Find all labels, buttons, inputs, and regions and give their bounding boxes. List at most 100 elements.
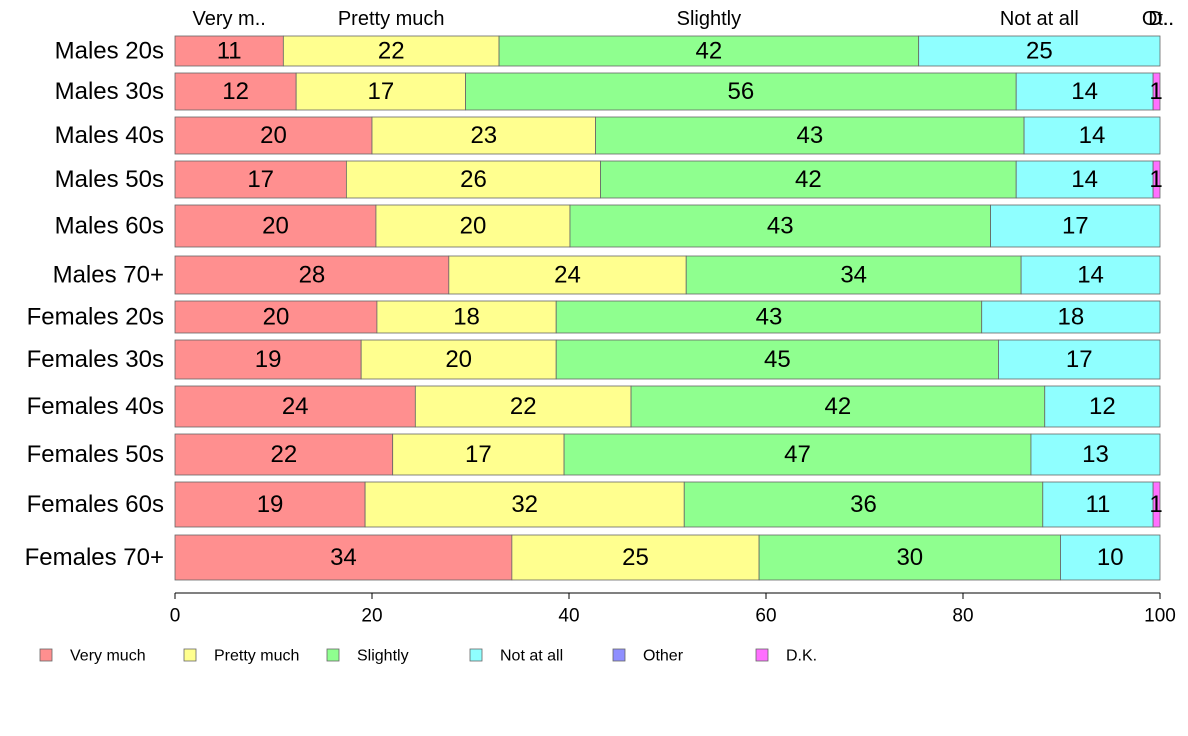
value-label: 17 — [368, 78, 395, 105]
segment-header-label: D.. — [1148, 8, 1174, 30]
value-label: 12 — [1089, 393, 1116, 420]
value-label: 23 — [470, 122, 497, 149]
value-label: 34 — [330, 544, 357, 571]
value-label: 14 — [1071, 166, 1098, 193]
bar-segment — [1020, 255, 1161, 295]
category-label: Females 30s — [27, 346, 164, 373]
bar-segment — [376, 300, 557, 334]
bar-row: Females 40s 24 22 42 12 — [27, 385, 1161, 428]
bar-segment — [465, 72, 1017, 111]
bar-segment — [174, 204, 377, 248]
value-label: 14 — [1071, 78, 1098, 105]
bar-segment — [600, 160, 1017, 199]
value-label: 14 — [1077, 262, 1104, 289]
value-label: 10 — [1097, 544, 1124, 571]
bar-row: Females 20s 20 18 43 18 — [27, 300, 1161, 334]
bar-segment — [569, 204, 991, 248]
value-label: 17 — [247, 166, 274, 193]
bar-segment — [360, 339, 557, 380]
x-tick-label: 20 — [361, 606, 382, 627]
category-label: Males 70+ — [53, 262, 164, 289]
value-label: 18 — [453, 304, 480, 331]
bar-segment — [174, 160, 347, 199]
bar-row: Females 60s 19 32 36 11 1 — [27, 481, 1163, 528]
category-label: Females 20s — [27, 304, 164, 331]
category-label: Males 20s — [55, 38, 164, 65]
bar-segment — [174, 534, 513, 581]
bar-segment — [1044, 385, 1161, 428]
value-label: 30 — [896, 544, 923, 571]
bar-segment — [282, 35, 500, 67]
legend-swatch — [183, 648, 197, 662]
bar-segment — [174, 300, 378, 334]
bar-segment — [595, 116, 1025, 155]
value-label: 1 — [1149, 166, 1162, 193]
value-label: 43 — [796, 122, 823, 149]
value-label: 25 — [622, 544, 649, 571]
value-label: 22 — [510, 393, 537, 420]
bar-row: Females 70+ 34 25 30 10 — [25, 534, 1161, 581]
value-label: 19 — [257, 491, 284, 518]
value-label: 24 — [554, 262, 581, 289]
bar-segment — [295, 72, 466, 111]
bar-row: Males 20s 11 22 42 25 — [55, 35, 1161, 67]
category-label: Females 40s — [27, 393, 164, 420]
x-tick-label: 80 — [952, 606, 973, 627]
value-label: 42 — [795, 166, 822, 193]
bar-segment — [392, 433, 565, 476]
legend-item: Pretty much — [183, 648, 299, 665]
bar-segment — [174, 116, 373, 155]
bar-row: Males 60s 20 20 43 17 — [55, 204, 1161, 248]
segment-header-label: Pretty much — [338, 8, 445, 30]
category-label: Males 60s — [55, 213, 164, 240]
legend: Very much Pretty much Slightly Not at all Ot… — [39, 648, 817, 665]
category-label: Males 30s — [55, 78, 164, 105]
segment-header-labels: Very m.. Pretty much Slightly Not at all Ot.… — [192, 8, 1174, 30]
bar-segment — [1042, 481, 1154, 528]
bar-row: Males 30s 12 17 56 14 1 — [55, 72, 1163, 111]
bar-row: Males 40s 20 23 43 14 — [55, 116, 1161, 155]
bar-row: Females 50s 22 17 47 13 — [27, 433, 1161, 476]
value-label: 1 — [1149, 491, 1162, 518]
category-label: Females 70+ — [25, 544, 164, 571]
value-label: 43 — [756, 304, 783, 331]
bar-segment — [563, 433, 1032, 476]
legend-label: Slightly — [357, 648, 409, 665]
value-label: 20 — [263, 304, 290, 331]
bar-segment — [174, 339, 362, 380]
bar-segment — [375, 204, 571, 248]
bar-segment — [1015, 160, 1154, 199]
bar-segment — [685, 255, 1022, 295]
value-label: 26 — [460, 166, 487, 193]
bar-segment — [630, 385, 1046, 428]
category-label: Females 60s — [27, 491, 164, 518]
x-tick-label: 100 — [1144, 606, 1176, 627]
x-axis: 0 20 40 60 80 100 — [170, 592, 1176, 627]
legend-swatch — [469, 648, 483, 662]
bar-segment — [1023, 116, 1161, 155]
bar-segment — [414, 385, 632, 428]
bar-segment — [1015, 72, 1154, 111]
bar-segment — [1060, 534, 1161, 581]
legend-item: Other — [612, 648, 684, 665]
segment-header-label: Very m.. — [192, 8, 265, 30]
value-label: 24 — [282, 393, 309, 420]
value-label: 13 — [1082, 441, 1109, 468]
value-label: 17 — [465, 441, 492, 468]
bar-segment — [1152, 160, 1161, 199]
value-label: 42 — [696, 38, 723, 65]
bar-segment — [555, 300, 983, 334]
bar-segment — [174, 255, 450, 295]
value-label: 11 — [217, 38, 242, 65]
value-label: 36 — [850, 491, 877, 518]
value-label: 11 — [1085, 491, 1110, 518]
value-label: 20 — [262, 213, 289, 240]
bar-segment — [1152, 72, 1161, 111]
bar-segment — [998, 339, 1161, 380]
bar-segment — [918, 35, 1161, 67]
bar-segment — [1152, 481, 1161, 528]
segment-header-label: Slightly — [677, 8, 741, 30]
legend-item: Not at all — [469, 648, 563, 665]
